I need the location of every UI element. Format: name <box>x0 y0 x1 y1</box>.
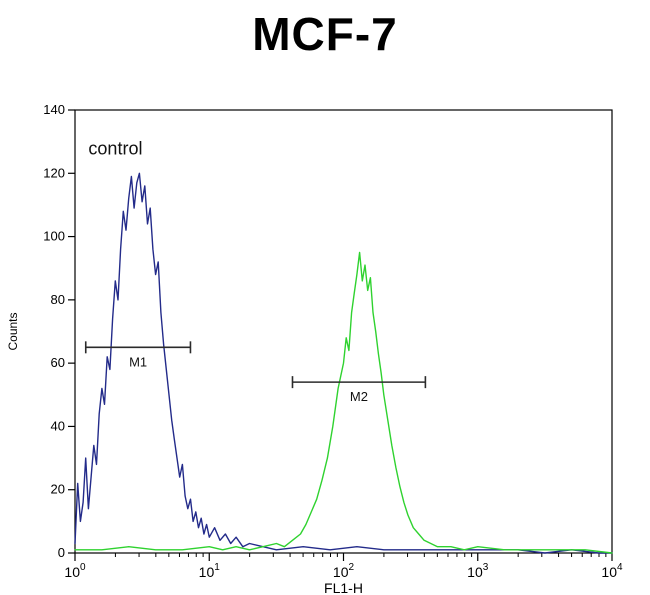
y-tick-label: 40 <box>51 418 65 433</box>
y-axis-label: Counts <box>6 312 20 350</box>
x-tick-label: 104 <box>601 562 623 580</box>
gate-marker-m2: M2 <box>291 376 427 404</box>
control-blue-curve <box>74 172 613 554</box>
gate-label: M2 <box>350 389 368 404</box>
x-tick-label: 101 <box>199 562 221 580</box>
y-tick-label: 100 <box>43 229 65 244</box>
x-axis-label: FL1-H <box>324 580 363 595</box>
flow-cytometry-histogram: 0 20 40 60 80 100 120 140 100 101 102 103 104 Counts F… <box>6 102 623 595</box>
stained-green-curve <box>74 251 613 554</box>
figure-title: MCF-7 <box>252 8 398 60</box>
y-tick-label: 0 <box>58 545 65 560</box>
plot-border <box>74 109 613 554</box>
x-tick-label: 102 <box>333 562 355 580</box>
gate-marker-m1: M1 <box>84 341 192 369</box>
y-axis: 0 20 40 60 80 100 120 140 <box>43 102 75 560</box>
y-tick-label: 60 <box>51 355 65 370</box>
x-tick-label: 100 <box>64 562 86 580</box>
y-tick-label: 140 <box>43 102 65 117</box>
x-axis: 100 101 102 103 104 <box>64 553 623 580</box>
y-tick-label: 120 <box>43 165 65 180</box>
annotation-control: control <box>88 138 142 158</box>
x-tick-label: 103 <box>467 562 489 580</box>
y-tick-label: 20 <box>51 482 65 497</box>
y-tick-label: 80 <box>51 292 65 307</box>
gate-label: M1 <box>129 354 147 369</box>
